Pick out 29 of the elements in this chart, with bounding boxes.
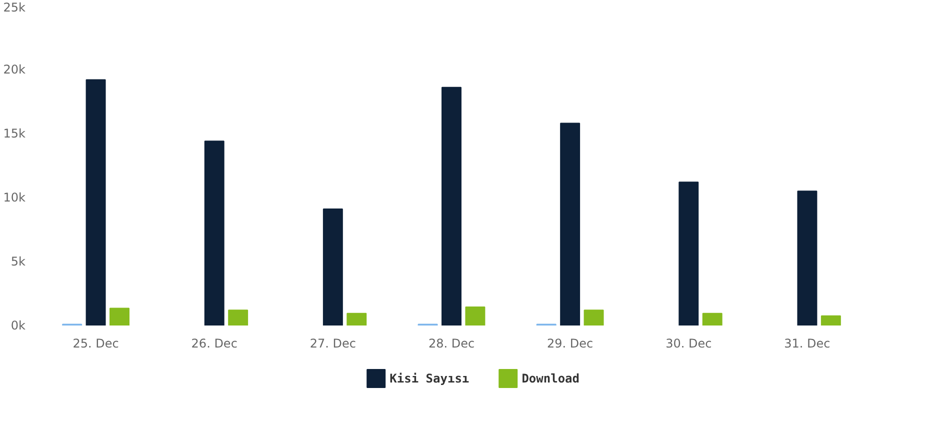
y-tick-label: 5k: [10, 254, 26, 268]
y-tick-label: 0k: [10, 318, 26, 332]
bar: [584, 310, 604, 326]
bar: [322, 208, 343, 326]
legend-label: Kisi Sayısı: [390, 372, 470, 386]
y-tick-label: 15k: [3, 126, 26, 140]
bar: [442, 86, 462, 326]
x-tick-label: 26. Dec: [191, 336, 238, 350]
bar: [204, 140, 224, 326]
x-tick-label: 30. Dec: [666, 336, 712, 350]
x-tick-label: 29. Dec: [547, 336, 594, 350]
y-tick-label: 20k: [3, 62, 26, 76]
bar: [702, 312, 722, 326]
x-tick-label: 25. Dec: [72, 336, 119, 350]
bar: [228, 310, 248, 326]
bar: [465, 306, 486, 326]
bar: [86, 79, 106, 326]
x-tick-label: 28. Dec: [428, 336, 475, 350]
bar: [797, 190, 818, 326]
y-tick-label: 25k: [3, 0, 26, 14]
x-tick-label: 31. Dec: [784, 336, 830, 350]
bar: [346, 312, 367, 326]
x-tick-label: 27. Dec: [310, 336, 356, 350]
bar: [560, 122, 580, 326]
bar: [110, 308, 130, 326]
y-tick-label: 10k: [3, 190, 26, 204]
legend-label: Download: [522, 372, 580, 386]
bar: [678, 182, 699, 326]
bar: [820, 315, 841, 326]
